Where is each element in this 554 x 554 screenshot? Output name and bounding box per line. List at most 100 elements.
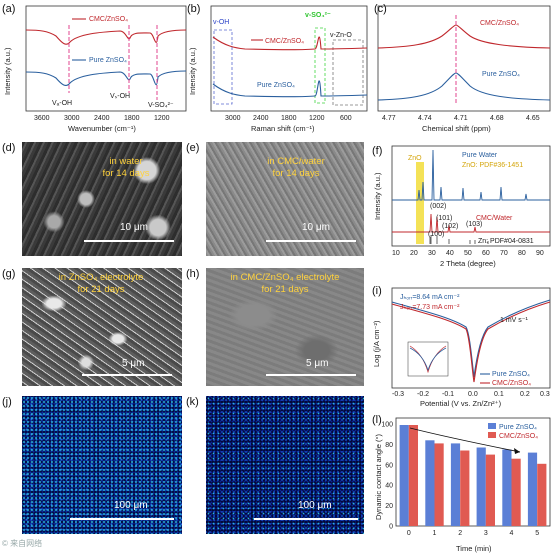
arrow-head-icon: [514, 448, 520, 454]
sem-caption-line1: in CMC/ZnSO₄ electrolyte: [230, 272, 340, 283]
x-tick: 90: [536, 250, 544, 257]
x-axis-label: Time (min): [456, 544, 492, 553]
x-tick: 0.1: [494, 391, 504, 398]
ftir-pure-curve: [25, 70, 187, 87]
x-tick: 4.77: [382, 115, 396, 122]
panel-letter: (j): [2, 396, 12, 408]
x-tick: 50: [464, 250, 472, 257]
sem-caption-line1: in water: [109, 156, 143, 167]
bar-pure: [399, 425, 409, 526]
x-tick: 2: [458, 530, 462, 537]
panel-b-raman: (b) Intensity (a.u.) v-OH v-SO₄²⁻ v-Zn-O…: [187, 3, 368, 133]
x-tick: 1800: [281, 115, 297, 122]
x-tick: 1200: [154, 115, 170, 122]
y-axis-label: Dynamic contact angle (°): [374, 434, 383, 520]
bar-cmc: [485, 454, 495, 526]
inset-curve: [409, 345, 447, 374]
bar-pure: [425, 440, 435, 526]
x-tick: 30: [428, 250, 436, 257]
panel-letter: (c): [374, 3, 387, 15]
zno-label: ZnO: [408, 155, 422, 162]
legend-zn-pdf: Zn: PDF#04-0831: [478, 238, 534, 245]
legend-pure: Pure ZnSO₄: [482, 71, 520, 78]
panel-letter: (h): [186, 268, 200, 280]
bar-group: [399, 425, 547, 526]
highlight-box-so4: [314, 27, 326, 104]
x-axis-label: Chemical shift (ppm): [422, 124, 491, 133]
x-tick: 0: [407, 530, 411, 537]
x-tick: 3: [484, 530, 488, 537]
bar-pure: [502, 449, 512, 526]
panel-letter: (b): [187, 3, 200, 15]
panel-a-ftir: (a) Intensity (a.u.) CMC/ZnSO₄ Pure ZnSO…: [2, 3, 187, 133]
x-tick: 10: [392, 250, 400, 257]
peak-label: v-Zn-O: [330, 32, 352, 39]
sem-caption-line2: for 21 days: [261, 284, 309, 295]
raman-pure-curve: [212, 80, 368, 98]
legend-pure-water: Pure Water: [462, 152, 498, 159]
panel-l-contact-angle: (l) Dynamic contact angle (°) 0204060801…: [372, 414, 551, 553]
scale-label: 100 μm: [298, 500, 332, 511]
panel-i-tafel: (i) Log (j/A cm⁻²) Jₕₒᵣᵣ=8.64 mA cm⁻² Jₕ…: [372, 285, 551, 408]
jcorr-pure: Jₕₒᵣᵣ=8.64 mA cm⁻²: [400, 294, 460, 301]
bar-cmc: [460, 450, 470, 526]
x-axis-label: Wavenumber (cm⁻¹): [68, 124, 136, 133]
legend-swatch-pure: [488, 423, 496, 429]
plot-frame: [391, 287, 551, 389]
scale-bar: [70, 518, 174, 520]
eds-map-cmc: 100 μm: [206, 396, 364, 534]
hkl-label: (002): [430, 203, 446, 210]
peak-label: V-SO₄²⁻: [148, 102, 174, 109]
legend-cmc: CMC/ZnSO₄: [480, 20, 519, 27]
peak-label: Vₐ-OH: [52, 100, 72, 107]
sem-caption-line2: for 21 days: [77, 284, 125, 295]
panel-letter: (g): [2, 268, 16, 280]
x-tick: 0.2: [520, 391, 530, 398]
sem-caption-line1: in ZnSO₄ electrolyte: [58, 272, 144, 283]
bar-pure: [527, 452, 538, 526]
nmr-pure-curve: [377, 72, 551, 101]
sem-image-znso4: in ZnSO₄ electrolyte for 21 days 5 μm: [22, 268, 182, 386]
x-ticks: 0 1 2 3 4 5: [407, 530, 539, 537]
plot-frame: [377, 5, 551, 112]
y-tick: 40: [385, 483, 393, 490]
x-tick: 70: [500, 250, 508, 257]
trend-arrow: [409, 427, 521, 453]
legend-pure: Pure ZnSO₄: [492, 371, 530, 378]
xrd-cmc-water-trace: [392, 213, 550, 233]
x-tick: 4.71: [454, 115, 468, 122]
sem-image-water: in water for 14 days 10 μm: [22, 142, 182, 256]
panel-letter: (a): [2, 3, 15, 15]
x-tick: 1800: [124, 115, 140, 122]
inset-curve: [409, 347, 447, 372]
eds-map-pure: 100 μm: [22, 396, 182, 534]
nmr-cmc-curve: [377, 24, 551, 49]
scale-bar: [82, 374, 172, 376]
bar-cmc: [434, 443, 444, 526]
legend-cmc-water: CMC/Water: [476, 215, 513, 222]
jcorr-cmc: Jₕₒᵣᵣ=7.73 mA cm⁻²: [400, 304, 460, 311]
scale-bar: [84, 240, 174, 242]
x-tick: 80: [518, 250, 526, 257]
zn-reference-sticks: [429, 235, 489, 244]
scale-bar: [254, 518, 358, 520]
panel-letter: (k): [186, 396, 199, 408]
plot-frame: [210, 5, 368, 112]
zno-highlight-band: [416, 162, 424, 244]
x-tick: 20: [410, 250, 418, 257]
x-tick: 4.74: [418, 115, 432, 122]
legend-cmc: CMC/ZnSO₄: [265, 38, 304, 45]
x-tick: 5: [535, 530, 539, 537]
y-axis-label: Intensity (a.u.): [373, 172, 382, 220]
legend-zno-pdf: ZnO: PDF#36-1451: [462, 162, 523, 169]
panel-letter: (i): [372, 285, 382, 297]
x-tick: 3000: [64, 115, 80, 122]
bar-cmc: [408, 425, 418, 526]
sem-image-cmc-znso4: in CMC/ZnSO₄ electrolyte for 21 days 5 μ…: [206, 268, 364, 386]
x-tick: 4: [510, 530, 514, 537]
x-tick: 3600: [34, 115, 50, 122]
tafel-pure-curve: [391, 299, 551, 378]
sem-caption-line2: for 14 days: [102, 168, 150, 179]
x-tick: 1: [433, 530, 437, 537]
x-axis-label: Potential (V vs. Zn/Zn²⁺): [420, 399, 502, 408]
